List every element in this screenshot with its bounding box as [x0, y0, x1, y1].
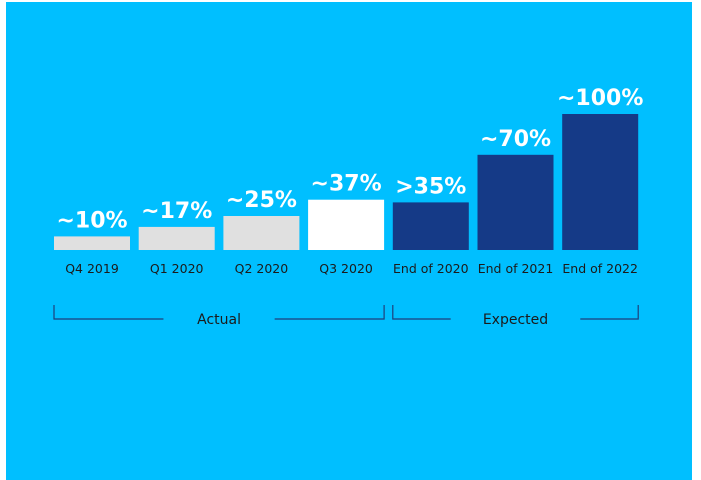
data-label: ~10% — [56, 208, 127, 233]
group-label-actual: Actual — [197, 312, 241, 328]
x-tick-label: Q3 2020 — [319, 261, 373, 276]
bar-q4-2019 — [54, 236, 130, 250]
data-label: ~100% — [557, 86, 643, 111]
bar-end-of-2022 — [562, 114, 639, 250]
x-tick-label: Q4 2019 — [65, 261, 119, 276]
x-tick-label: Q1 2020 — [150, 261, 204, 276]
x-tick-label: Q2 2020 — [235, 261, 289, 276]
data-label: ~17% — [141, 199, 212, 224]
x-tick-label: End of 2021 — [478, 261, 554, 276]
data-label: ~25% — [226, 188, 297, 213]
bar-end-of-2020 — [392, 202, 469, 250]
bar-q1-2020 — [138, 226, 215, 250]
group-bracket — [53, 305, 385, 320]
data-label: ~70% — [480, 127, 551, 152]
bar-end-of-2021 — [477, 154, 554, 250]
group-bracket — [392, 305, 639, 320]
x-tick-label: End of 2022 — [562, 261, 638, 276]
data-label: ~37% — [311, 172, 382, 197]
bar-q2-2020 — [223, 216, 300, 250]
group-label-expected: Expected — [483, 312, 548, 328]
bar-q3-2020 — [308, 199, 385, 250]
data-label: >35% — [395, 174, 466, 199]
x-tick-label: End of 2020 — [393, 261, 469, 276]
